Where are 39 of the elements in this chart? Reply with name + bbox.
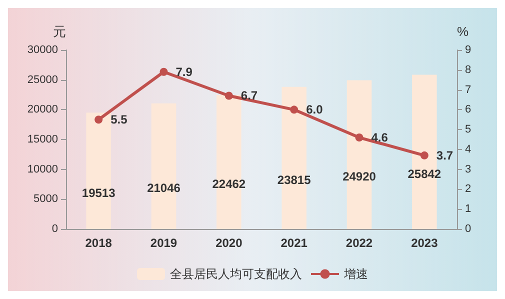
data-label: 4.6	[371, 130, 388, 145]
x-tick-label: 2018	[85, 236, 112, 250]
y2-tick-label: 8	[465, 64, 472, 76]
y-tick-label: 10000	[27, 163, 58, 176]
y2-tick-label: 4	[465, 143, 472, 156]
x-tick-label: 2019	[150, 236, 178, 250]
data-label: 22462	[212, 176, 246, 191]
y2-axis-title: %	[457, 24, 469, 39]
y-axis-title: 元	[53, 24, 66, 39]
y2-tick-label: 6	[465, 104, 472, 116]
data-label: 3.7	[436, 148, 454, 162]
y2-tick-label: 7	[465, 84, 472, 96]
data-label: 6.7	[240, 88, 258, 103]
data-label: 19513	[82, 186, 116, 200]
y2-tick-label: 3	[465, 163, 472, 176]
x-tick-label: 2020	[216, 236, 243, 250]
y2-tick-label: 1	[465, 203, 472, 216]
data-label: 23815	[277, 172, 312, 187]
y2-tick-label: 9	[465, 44, 472, 56]
data-label: 7.9	[176, 64, 193, 79]
x-tick-label: 2022	[346, 236, 373, 250]
y-tick-label: 30000	[27, 44, 58, 56]
y-tick-label: 15000	[27, 134, 58, 146]
legend-label: 增速	[343, 267, 368, 281]
y2-tick-label: 2	[465, 183, 472, 196]
x-tick-label: 2023	[411, 236, 438, 250]
x-tick-label: 2021	[280, 236, 308, 250]
data-label: 5.5	[110, 112, 128, 127]
y-tick-label: 0	[52, 223, 58, 235]
data-label: 6.0	[306, 102, 324, 117]
data-label: 24920	[342, 170, 376, 184]
y2-tick-label: 5	[465, 124, 472, 136]
y2-tick-label: 0	[465, 223, 472, 235]
data-label: 21046	[147, 181, 181, 196]
legend-label: 全县居民人均可支配收入	[170, 267, 302, 281]
y-tick-label: 5000	[34, 193, 58, 206]
y-tick-label: 25000	[27, 74, 58, 86]
y-tick-label: 20000	[27, 104, 58, 116]
data-label: 25842	[408, 166, 442, 181]
